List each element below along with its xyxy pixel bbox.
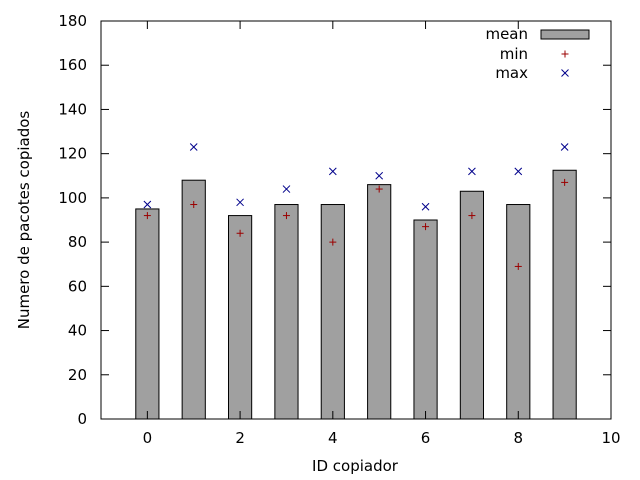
bar-mean-8 bbox=[506, 204, 531, 420]
bar-mean-7 bbox=[459, 190, 484, 420]
point-max-6 bbox=[421, 202, 430, 211]
y-tick-label-0: 0 bbox=[77, 410, 87, 428]
legend-label-mean: mean bbox=[485, 25, 528, 43]
point-max-3 bbox=[282, 185, 291, 193]
y-axis-label: Numero de pacotes copiados bbox=[15, 111, 33, 330]
bar-mean-9 bbox=[552, 169, 577, 420]
y-tick-label-120: 120 bbox=[58, 145, 87, 163]
x-tick-label-0: 0 bbox=[143, 429, 153, 447]
y-tick-label-60: 60 bbox=[68, 277, 87, 295]
point-min-1 bbox=[190, 201, 198, 209]
point-min-3 bbox=[282, 212, 290, 220]
y-tick-label-40: 40 bbox=[68, 322, 87, 340]
bar-mean-4 bbox=[320, 204, 345, 420]
x-tick-label-2: 2 bbox=[235, 429, 245, 447]
point-max-2 bbox=[236, 198, 244, 207]
point-max-0 bbox=[143, 200, 152, 209]
bar-mean-3 bbox=[274, 204, 299, 420]
point-max-4 bbox=[328, 167, 337, 176]
point-min-5 bbox=[375, 185, 383, 193]
bar-mean-6 bbox=[413, 219, 438, 420]
y-tick-label-160: 160 bbox=[58, 56, 87, 74]
bar-mean-2 bbox=[228, 215, 253, 420]
point-max-7 bbox=[468, 167, 476, 176]
x-tick-label-10: 10 bbox=[601, 429, 620, 447]
point-min-4 bbox=[329, 238, 337, 246]
legend-swatch-min bbox=[561, 50, 569, 58]
legend-label-max: max bbox=[495, 64, 528, 82]
legend-swatch-max bbox=[561, 69, 569, 77]
bar-mean-5 bbox=[367, 184, 392, 420]
point-max-9 bbox=[560, 143, 569, 151]
legend-swatch-mean bbox=[540, 29, 590, 40]
point-min-0 bbox=[143, 212, 151, 220]
point-max-1 bbox=[189, 143, 198, 151]
y-tick-label-20: 20 bbox=[68, 366, 87, 384]
point-min-8 bbox=[514, 262, 522, 270]
y-tick-label-80: 80 bbox=[68, 233, 87, 251]
point-max-5 bbox=[375, 171, 384, 180]
x-tick-label-4: 4 bbox=[328, 429, 338, 447]
point-min-2 bbox=[236, 229, 244, 237]
point-min-6 bbox=[422, 223, 430, 231]
bar-mean-0 bbox=[135, 208, 160, 420]
point-min-7 bbox=[468, 212, 476, 220]
x-tick-label-8: 8 bbox=[513, 429, 523, 447]
legend-label-min: min bbox=[500, 45, 528, 63]
point-max-8 bbox=[514, 167, 523, 176]
bar-mean-1 bbox=[181, 179, 206, 420]
bars-layer bbox=[135, 169, 577, 420]
y-tick-label-180: 180 bbox=[58, 12, 87, 30]
points-layer bbox=[143, 143, 569, 270]
plot-frame bbox=[100, 20, 612, 420]
y-tick-label-140: 140 bbox=[58, 100, 87, 118]
x-tick-label-6: 6 bbox=[421, 429, 431, 447]
point-min-9 bbox=[561, 178, 569, 186]
ticks-layer: 0 20 40 60 80 100 120 140 160 180 0 2 4 6 8 10 bbox=[58, 12, 620, 447]
x-axis-label: ID copiador bbox=[312, 457, 399, 475]
y-tick-label-100: 100 bbox=[58, 189, 87, 207]
